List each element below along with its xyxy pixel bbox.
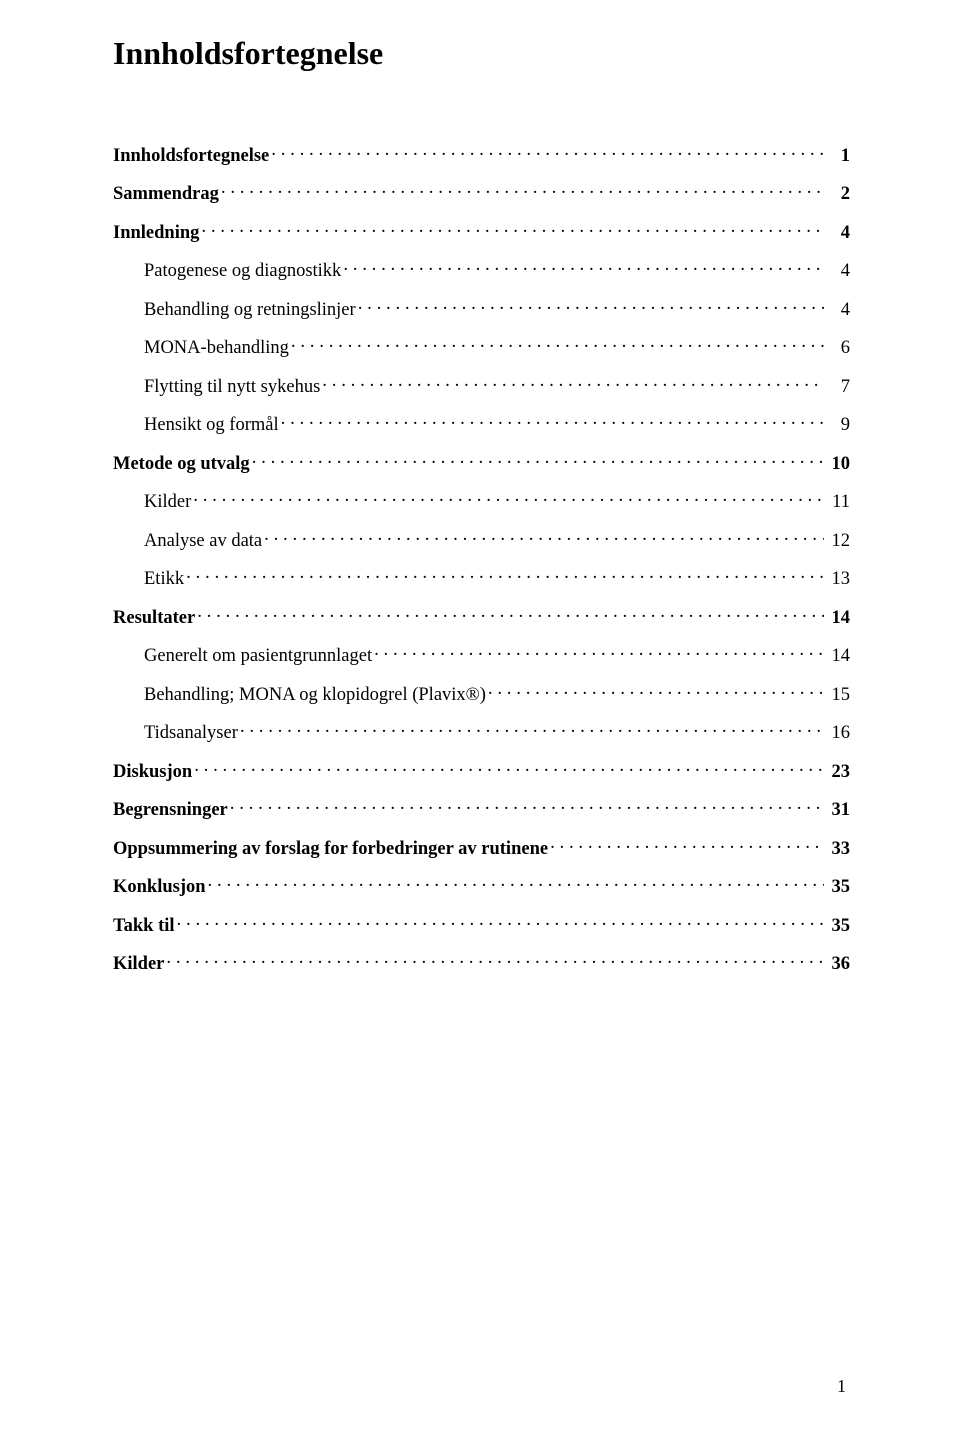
toc-leader <box>291 335 824 354</box>
toc-entry-label: Flytting til nytt sykehus <box>113 377 320 398</box>
toc-entry-page: 14 <box>826 608 850 629</box>
toc-entry-label: Hensikt og formål <box>113 415 279 436</box>
toc-entry-label: Diskusjon <box>113 762 192 783</box>
toc-entry-label: Etikk <box>113 569 184 590</box>
toc-leader <box>186 566 824 585</box>
toc-entry-page: 4 <box>826 261 850 282</box>
toc-leader <box>358 296 824 315</box>
toc-leader <box>240 720 824 739</box>
toc-entry-label: Resultater <box>113 608 195 629</box>
toc-entry-page: 36 <box>826 954 850 975</box>
toc-row: Hensikt og formål 9 <box>113 412 850 437</box>
toc-row: Diskusjon 23 <box>113 758 850 783</box>
toc-entry-label: Tidsanalyser <box>113 723 238 744</box>
toc-leader <box>252 450 824 469</box>
toc-row: Takk til 35 <box>113 912 850 937</box>
toc-entry-page: 12 <box>826 531 850 552</box>
toc-row: Kilder 36 <box>113 951 850 976</box>
toc-leader <box>281 412 824 431</box>
toc-leader <box>374 643 824 662</box>
toc-entry-label: Takk til <box>113 916 175 937</box>
toc-entry-page: 1 <box>826 146 850 167</box>
toc-entry-label: Patogenese og diagnostikk <box>113 261 341 282</box>
toc-entry-label: Kilder <box>113 492 191 513</box>
toc-entry-page: 14 <box>826 646 850 667</box>
toc-entry-page: 31 <box>826 800 850 821</box>
toc-entry-label: Behandling; MONA og klopidogrel (Plavix®… <box>113 685 486 706</box>
toc-leader <box>230 797 824 816</box>
toc-row: Tidsanalyser 16 <box>113 720 850 745</box>
toc-leader <box>488 681 824 700</box>
toc-row: Begrensninger 31 <box>113 797 850 822</box>
toc-leader <box>322 373 824 392</box>
toc-entry-label: Analyse av data <box>113 531 262 552</box>
toc-entry-page: 15 <box>826 685 850 706</box>
toc-row: Analyse av data 12 <box>113 527 850 552</box>
toc-entry-page: 7 <box>826 377 850 398</box>
toc-row: Behandling og retningslinjer 4 <box>113 296 850 321</box>
toc-leader <box>197 604 824 623</box>
toc-row: Sammendrag 2 <box>113 181 850 206</box>
toc-row: Flytting til nytt sykehus 7 <box>113 373 850 398</box>
toc-row: Konklusjon 35 <box>113 874 850 899</box>
toc-entry-page: 2 <box>826 184 850 205</box>
toc-row: Etikk 13 <box>113 566 850 591</box>
toc-leader <box>271 142 824 161</box>
toc-entry-page: 10 <box>826 454 850 475</box>
toc-row: Innholdsfortegnelse 1 <box>113 142 850 167</box>
toc-entry-label: Generelt om pasientgrunnlaget <box>113 646 372 667</box>
toc-row: Generelt om pasientgrunnlaget 14 <box>113 643 850 668</box>
toc-entry-label: Behandling og retningslinjer <box>113 300 356 321</box>
toc-leader <box>343 258 824 277</box>
toc-entry-label: Metode og utvalg <box>113 454 250 475</box>
toc-leader <box>264 527 824 546</box>
toc-entry-page: 9 <box>826 415 850 436</box>
toc-leader <box>550 835 824 854</box>
table-of-contents: Innholdsfortegnelse 1 Sammendrag 2 Innlednin… <box>113 142 850 975</box>
page-title: Innholdsfortegnelse <box>113 35 850 72</box>
toc-leader <box>177 912 824 931</box>
toc-entry-label: Innledning <box>113 223 199 244</box>
toc-entry-page: 35 <box>826 877 850 898</box>
toc-entry-page: 33 <box>826 839 850 860</box>
toc-entry-page: 4 <box>826 223 850 244</box>
toc-entry-label: Begrensninger <box>113 800 228 821</box>
toc-row: Metode og utvalg 10 <box>113 450 850 475</box>
toc-row: Patogenese og diagnostikk 4 <box>113 258 850 283</box>
toc-row: Oppsummering av forslag for forbedringer… <box>113 835 850 860</box>
toc-entry-label: Innholdsfortegnelse <box>113 146 269 167</box>
toc-entry-page: 35 <box>826 916 850 937</box>
toc-entry-label: Kilder <box>113 954 164 975</box>
toc-entry-page: 11 <box>826 492 850 513</box>
page: Innholdsfortegnelse Innholdsfortegnelse 1… <box>0 0 960 1455</box>
toc-leader <box>194 758 824 777</box>
toc-leader <box>208 874 824 893</box>
page-number: 1 <box>837 1376 846 1397</box>
toc-entry-page: 6 <box>826 338 850 359</box>
toc-entry-label: Konklusjon <box>113 877 206 898</box>
toc-row: Resultater 14 <box>113 604 850 629</box>
toc-leader <box>193 489 824 508</box>
toc-leader <box>201 219 824 238</box>
toc-row: Behandling; MONA og klopidogrel (Plavix®… <box>113 681 850 706</box>
toc-row: Innledning 4 <box>113 219 850 244</box>
toc-entry-label: MONA-behandling <box>113 338 289 359</box>
toc-entry-page: 16 <box>826 723 850 744</box>
toc-row: MONA-behandling 6 <box>113 335 850 360</box>
toc-entry-label: Oppsummering av forslag for forbedringer… <box>113 839 548 860</box>
toc-entry-page: 13 <box>826 569 850 590</box>
toc-entry-page: 23 <box>826 762 850 783</box>
toc-row: Kilder 11 <box>113 489 850 514</box>
toc-leader <box>221 181 824 200</box>
toc-entry-page: 4 <box>826 300 850 321</box>
toc-leader <box>166 951 824 970</box>
toc-entry-label: Sammendrag <box>113 184 219 205</box>
